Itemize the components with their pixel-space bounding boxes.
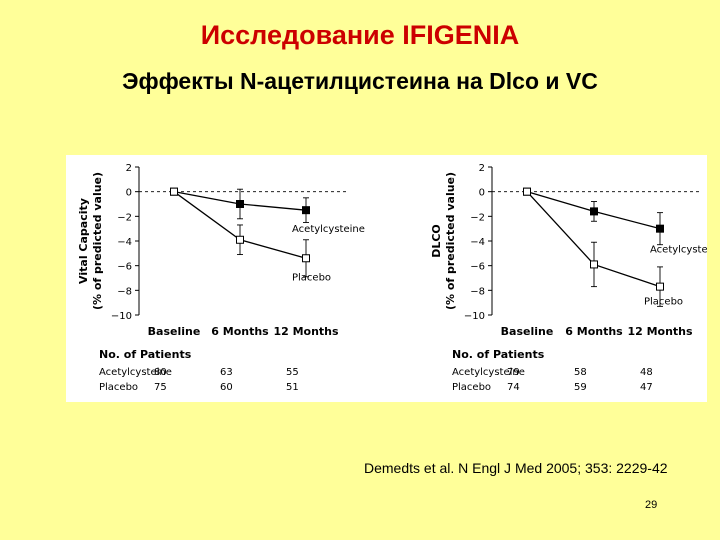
chart2-y-tick-label: −10 [464, 311, 485, 322]
chart2-y-tick-label: 0 [479, 188, 485, 199]
chart1-patients-value: 80 [154, 367, 167, 378]
chart2-patients-heading: No. of Patients [452, 348, 545, 361]
chart2-patients-value: 58 [574, 367, 587, 378]
chart1-patients-row-label: Placebo [99, 382, 138, 393]
charts-svg: Vital Capacity (% of predicted value)20−2… [77, 163, 720, 393]
chart2-x-tick-label: 6 Months [565, 325, 623, 338]
chart1-point-placebo [170, 187, 178, 196]
chart2-patients-value: 47 [640, 382, 653, 393]
chart2-y-tick-label: −2 [470, 212, 485, 223]
slide-title: Исследование IFIGENIA [200, 20, 520, 50]
chart1-x-tick-label: 6 Months [211, 325, 269, 338]
chart2-point-placebo [590, 260, 598, 269]
chart1-y-tick-label: 0 [126, 188, 132, 199]
chart1-x-tick-label: 12 Months [273, 325, 339, 338]
chart1-point-acetylcysteine [236, 200, 244, 208]
chart1-patients-value: 55 [286, 367, 299, 378]
chart2-point-acetylcysteine [590, 207, 598, 216]
chart1-y-tick-label: −10 [111, 311, 132, 322]
chart1-patients-row-label: Acetylcysteine [99, 367, 172, 378]
chart1-point-placebo [302, 254, 310, 263]
chart1-y-tick-label: −8 [117, 286, 132, 297]
chart2-patients-value: 59 [574, 382, 587, 393]
chart2-patients-value: 48 [640, 367, 653, 378]
chart2-y-tick-label: −4 [470, 237, 485, 248]
chart1-ylabel-line1: Vital Capacity [77, 198, 90, 284]
chart1-patients-heading: No. of Patients [99, 348, 192, 361]
page-number: 29 [645, 499, 658, 511]
chart1-y-tick-label: −2 [117, 212, 132, 223]
chart1-patients-value: 75 [154, 382, 167, 393]
chart2-point-acetylcysteine [656, 224, 664, 233]
chart2-ylabel-line1: DLCO [430, 224, 443, 258]
chart2-point-placebo [523, 187, 531, 196]
chart1-patients-value: 51 [286, 382, 299, 393]
chart1-point-acetylcysteine [302, 206, 310, 215]
chart2-point-placebo [656, 282, 664, 291]
chart2-patients-value: 74 [507, 382, 520, 393]
chart1-x-tick-label: Baseline [148, 325, 201, 338]
chart2-series-label: Placebo [644, 297, 683, 308]
chart2-x-tick-label: Baseline [501, 325, 554, 338]
chart2-series-2-line [526, 191, 661, 288]
chart2-x-tick-label: 12 Months [627, 325, 693, 338]
chart2-y-tick-label: −8 [470, 286, 485, 297]
chart1-y-tick-label: 2 [126, 163, 132, 174]
figure-panel: Vital Capacity (% of predicted value) 2 0 −2… [66, 155, 720, 402]
chart1-patients-value: 63 [220, 367, 233, 378]
slide-subtitle: Эффекты N-ацетилцистеина на Dlco и VC [122, 68, 598, 94]
chart2-patients-row-label: Placebo [452, 382, 491, 393]
chart2-patients-row-label: Acetylcysteine [452, 367, 525, 378]
chart1-y-tick-label: −4 [117, 237, 132, 248]
chart1-series-label: Placebo [292, 272, 331, 283]
chart1-point-placebo [236, 235, 244, 244]
chart2-series-label: Acetylcysteine [650, 245, 707, 256]
chart1-ylabel-line2: (% of predicted value) [91, 172, 104, 310]
citation: Demedts et al. N Engl J Med 2005; 353: 2… [364, 460, 668, 476]
chart2-y-tick-label: 2 [479, 163, 485, 174]
chart1-series-label: Acetylcysteine [292, 224, 365, 235]
chart2-ylabel-line2: (% of predicted value) [444, 172, 457, 310]
chart2-patients-value: 79 [507, 367, 520, 378]
chart1-y-tick-label: −6 [117, 262, 132, 273]
chart1-patients-value: 60 [220, 382, 233, 393]
chart2-y-tick-label: −6 [470, 262, 485, 273]
